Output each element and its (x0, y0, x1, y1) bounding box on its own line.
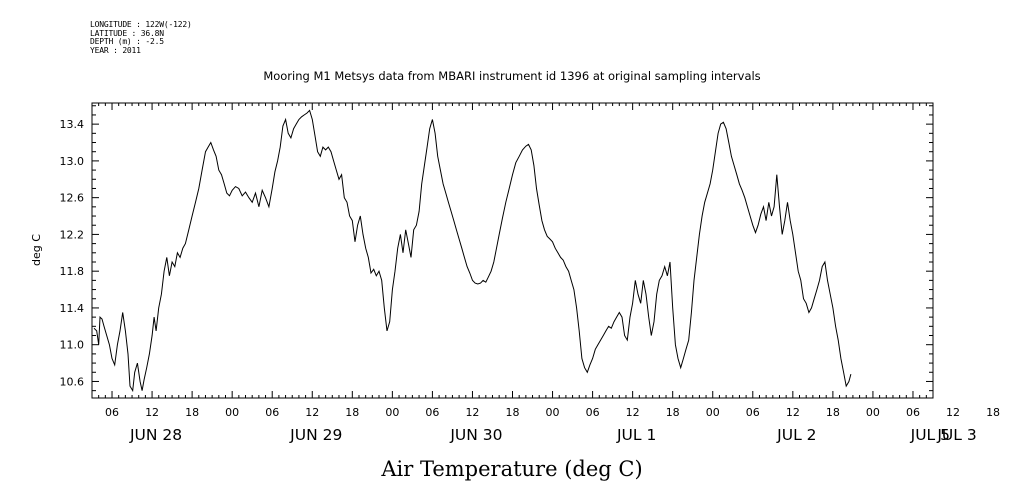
y-tick-label: 11.8 (60, 265, 85, 278)
latitude-line: LATITUDE : 36.8N (90, 28, 164, 38)
x-hour-label: 00 (706, 406, 720, 419)
x-hour-label: 18 (506, 406, 520, 419)
x-hour-label: 12 (465, 406, 479, 419)
temperature-series-line (93, 109, 852, 393)
chart-title: Mooring M1 Metsys data from MBARI instru… (263, 69, 760, 83)
x-hour-label: 00 (866, 406, 880, 419)
x-day-label: JUL 2 (776, 426, 816, 444)
x-hour-label: 18 (345, 406, 359, 419)
y-axis-label: deg C (30, 234, 43, 266)
x-hour-label: 12 (626, 406, 640, 419)
depth-line: DEPTH (m) : -2.5 (90, 37, 164, 47)
y-tick-label: 11.0 (60, 339, 85, 352)
x-day-label: JUL 3 (936, 426, 976, 444)
x-tick-labels: 06 12 18 00 06 12 18 00 06 12 18 00 06 12 18 00 06 12 18 00… (105, 406, 1000, 419)
x-hour-label: 06 (105, 406, 119, 419)
x-hour-label: 00 (546, 406, 560, 419)
x-day-label: JUL 1 (616, 426, 656, 444)
plot-frame (91, 102, 934, 399)
y-tick-label: 13.0 (60, 155, 85, 168)
x-hour-label: 18 (185, 406, 199, 419)
x-day-label: JUN 30 (449, 426, 502, 444)
x-hour-label: 06 (586, 406, 600, 419)
x-hour-label: 12 (305, 406, 319, 419)
x-hour-label: 18 (986, 406, 1000, 419)
y-tick-label: 10.6 (60, 375, 85, 388)
x-day-label: JUL 5 (910, 426, 950, 444)
x-hour-label: 12 (145, 406, 159, 419)
x-axis-label: Air Temperature (deg C) (380, 457, 642, 481)
x-hour-label: 06 (265, 406, 279, 419)
y-tick-label: 13.4 (60, 118, 85, 131)
x-hour-label: 06 (746, 406, 760, 419)
y-tick-label: 12.6 (60, 192, 85, 205)
x-hour-label: 06 (425, 406, 439, 419)
x-day-label: JUN 29 (289, 426, 342, 444)
x-hour-label: 18 (666, 406, 680, 419)
x-day-label: JUN 28 (129, 426, 182, 444)
x-hour-label: 06 (906, 406, 920, 419)
location-metadata: LONGITUDE : 122W(-122) LATITUDE : 36.8N … (90, 20, 192, 55)
axis-ticks (91, 103, 934, 398)
x-hour-label: 12 (786, 406, 800, 419)
y-tick-label: 12.2 (60, 228, 85, 241)
y-tick-label: 11.4 (60, 302, 85, 315)
x-hour-label: 12 (946, 406, 960, 419)
x-hour-label: 00 (225, 406, 239, 419)
plot-border (91, 102, 934, 399)
y-tick-labels: 10.6 11.0 11.4 11.8 12.2 12.6 13.0 13.4 (60, 118, 85, 388)
x-hour-label: 00 (385, 406, 399, 419)
year-line: YEAR : 2011 (90, 45, 141, 55)
x-hour-label: 18 (826, 406, 840, 419)
longitude-line: LONGITUDE : 122W(-122) (90, 20, 192, 29)
